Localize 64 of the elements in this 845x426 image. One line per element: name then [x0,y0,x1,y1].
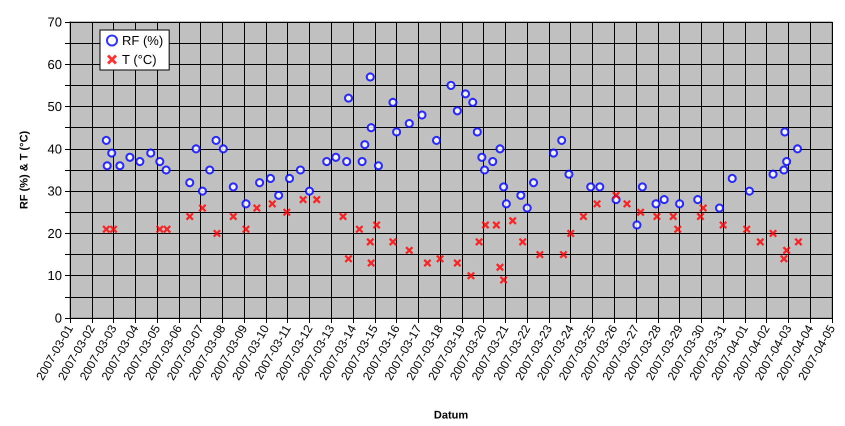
y-tick-label: 50 [48,99,62,114]
point [163,225,172,234]
point [388,238,397,246]
point [366,238,374,246]
point [355,225,364,234]
point [636,208,645,216]
point [742,225,751,234]
y-tick-label: 70 [48,14,62,30]
y-tick-label: 10 [48,268,62,284]
point [674,225,682,234]
y-tick-label: 20 [48,226,62,241]
point [282,208,291,216]
point [559,250,568,259]
point [436,254,444,263]
y-tick-label: 0 [54,310,62,326]
point [566,229,575,238]
point [508,216,517,225]
point [453,259,462,268]
point [481,220,490,229]
point [719,220,728,229]
point [780,254,788,263]
point [475,238,484,246]
point [782,246,791,254]
point [579,212,588,221]
point [536,250,544,259]
point [769,229,778,238]
point [312,196,321,204]
y-tick-label: 60 [48,56,62,72]
legend-label: T (°C) [122,52,157,67]
point [492,220,500,229]
point [339,212,348,221]
point [229,212,238,221]
point [794,238,802,246]
point [622,200,631,208]
point [242,225,250,234]
point [186,212,194,221]
point [367,259,376,268]
point [500,276,508,284]
point [699,204,708,212]
y-tick-label: 30 [48,184,62,199]
y-tick-label: 40 [48,141,62,156]
point [518,238,527,246]
point [299,196,308,204]
point [212,229,221,238]
point [466,272,475,280]
point [198,204,206,212]
point [405,246,414,254]
point [593,200,602,208]
point [652,212,661,221]
point [372,220,381,229]
point [496,263,504,272]
point [156,225,164,234]
point [268,200,276,208]
point [344,254,352,263]
point [669,212,678,221]
point [102,225,110,234]
point [110,225,118,234]
legend-label: RF (%) [122,33,164,48]
point [423,259,432,268]
x-axis-title: Datum [434,410,468,422]
y-axis-title: RF (%) & T (°C) [18,130,30,210]
point [696,212,704,221]
point [756,238,764,246]
point [252,204,261,212]
